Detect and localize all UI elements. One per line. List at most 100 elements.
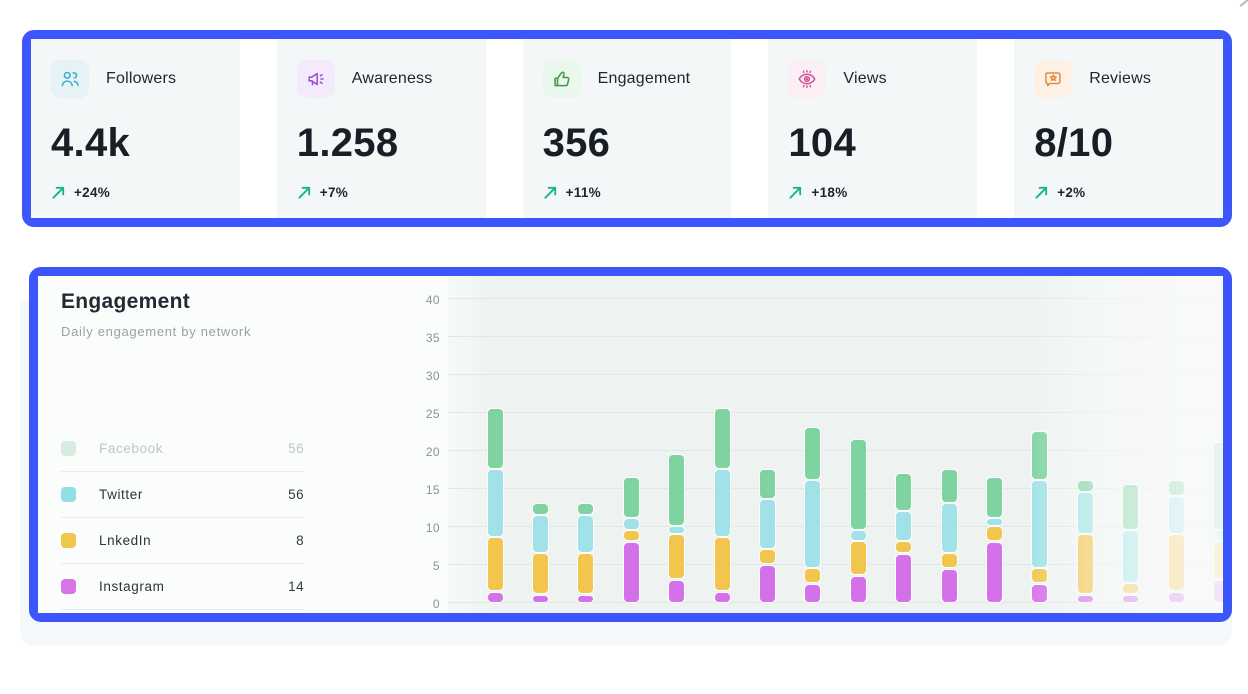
y-tick-label: 10 [425, 521, 440, 535]
followers-icon [51, 60, 89, 98]
stat-value: 8/10 [1034, 121, 1114, 165]
bar-segment-facebook [487, 409, 503, 468]
bar-segment-facebook [986, 477, 1002, 518]
stat-value: 4.4k [51, 121, 131, 165]
legend-label: Facebook [99, 441, 164, 456]
bar-segment-instagram [986, 543, 1002, 602]
y-tick-label: 35 [425, 331, 440, 345]
stat-delta-value: +11% [565, 185, 601, 200]
bar-segment-instagram [714, 592, 730, 602]
y-tick-label: 0 [432, 597, 440, 611]
stat-delta: +11% [543, 185, 712, 200]
bar-segment-twitter [578, 515, 594, 552]
bar-segment-instagram [487, 592, 503, 602]
bar-segment-lnkedin [623, 530, 639, 541]
stat-card-engagement: Engagement 356 +11% [522, 39, 732, 218]
stat-delta: +7% [297, 185, 466, 200]
bar-segment-twitter [759, 500, 775, 548]
stat-label: Views [843, 70, 887, 87]
stat-value: 104 [788, 121, 857, 165]
bar-segment-instagram [850, 577, 866, 602]
bar-segment-instagram [578, 596, 594, 602]
bar-segment-instagram [805, 585, 821, 602]
corner-artifact [1238, 1, 1247, 10]
trend-up-icon [298, 186, 310, 199]
stat-label: Reviews [1089, 70, 1152, 87]
chart-legend: Facebook 56 Twitter 56 LnkedIn 8 Instagr… [61, 426, 304, 610]
bar-segment-facebook [532, 504, 548, 514]
legend-value: 56 [288, 487, 304, 502]
bar-segment-twitter [805, 481, 821, 567]
right-fade-overlay [1021, 276, 1223, 613]
stat-delta-value: +24% [74, 185, 111, 200]
bar-segment-twitter [941, 504, 957, 552]
stat-delta-value: +2% [1057, 185, 1086, 200]
legend-item-instagram[interactable]: Instagram 14 [61, 564, 304, 610]
awareness-icon [296, 60, 335, 98]
trend-up-icon [52, 186, 65, 199]
stat-label: Followers [106, 70, 177, 87]
bar-segment-facebook [941, 470, 957, 503]
bar-segment-twitter [714, 470, 730, 537]
stacked-bar-plot [448, 276, 1223, 613]
chart-title: Engagement [61, 290, 191, 313]
engagement-chart-panel-highlight: Engagement Daily engagement by network F… [29, 267, 1232, 622]
bar-segment-facebook [714, 409, 730, 468]
bar-segment-twitter [532, 515, 548, 552]
grid-line [448, 564, 1223, 565]
chart-subtitle: Daily engagement by network [61, 324, 252, 339]
bar-segment-lnkedin [986, 527, 1002, 541]
stat-card-awareness: Awareness 1.258 +7% [276, 39, 486, 218]
bar-segment-lnkedin [532, 553, 548, 594]
bar-segment-twitter [487, 470, 503, 537]
stat-delta-value: +18% [811, 185, 848, 200]
bar-segment-facebook [578, 504, 594, 514]
bar-segment-instagram [759, 566, 775, 602]
stat-delta: +2% [1034, 185, 1203, 200]
bar-segment-twitter [623, 519, 639, 529]
bar-segment-facebook [805, 428, 821, 480]
bar-segment-instagram [532, 596, 548, 602]
legend-item-linkedin[interactable]: LnkedIn 8 [61, 518, 304, 564]
legend-label: Twitter [99, 487, 143, 502]
stats-panel-highlight: Followers 4.4k +24% [22, 30, 1232, 227]
grid-line [448, 298, 1223, 299]
bar-segment-lnkedin [759, 549, 775, 563]
grid-line [448, 412, 1223, 413]
views-icon [788, 60, 827, 98]
stat-delta: +24% [51, 185, 220, 200]
bar-segment-lnkedin [578, 553, 594, 594]
legend-item-twitter[interactable]: Twitter 56 [61, 472, 304, 518]
stat-label: Awareness [351, 70, 433, 87]
bar-segment-facebook [896, 473, 912, 510]
bar-segment-facebook [850, 439, 866, 529]
grid-line [448, 450, 1223, 451]
bar-segment-instagram [941, 569, 957, 602]
bar-segment-lnkedin [850, 542, 866, 575]
bar-segment-lnkedin [896, 542, 912, 552]
legend-item-facebook[interactable]: Facebook 56 [61, 426, 304, 472]
legend-value: 56 [288, 441, 304, 456]
grid-line [448, 488, 1223, 489]
legend-value: 14 [288, 579, 304, 594]
bar-segment-twitter [896, 511, 912, 541]
bar-segment-facebook [759, 470, 775, 499]
trend-up-icon [789, 186, 802, 199]
stat-value: 1.258 [296, 121, 399, 165]
linkedin-swatch-icon [61, 533, 76, 548]
trend-up-icon [544, 186, 556, 199]
legend-value: 8 [296, 533, 304, 548]
bar-segment-facebook [623, 477, 639, 518]
legend-label: LnkedIn [99, 533, 152, 548]
bar-segment-instagram [623, 543, 639, 602]
bar-segment-twitter [669, 527, 685, 533]
grid-line [448, 374, 1223, 375]
facebook-swatch-icon [61, 441, 76, 456]
bar-segment-lnkedin [487, 538, 503, 590]
y-tick-label: 40 [425, 293, 440, 307]
y-tick-label: 20 [425, 445, 440, 459]
twitter-swatch-icon [61, 487, 76, 502]
reviews-icon [1034, 60, 1073, 98]
y-tick-label: 25 [425, 407, 440, 421]
